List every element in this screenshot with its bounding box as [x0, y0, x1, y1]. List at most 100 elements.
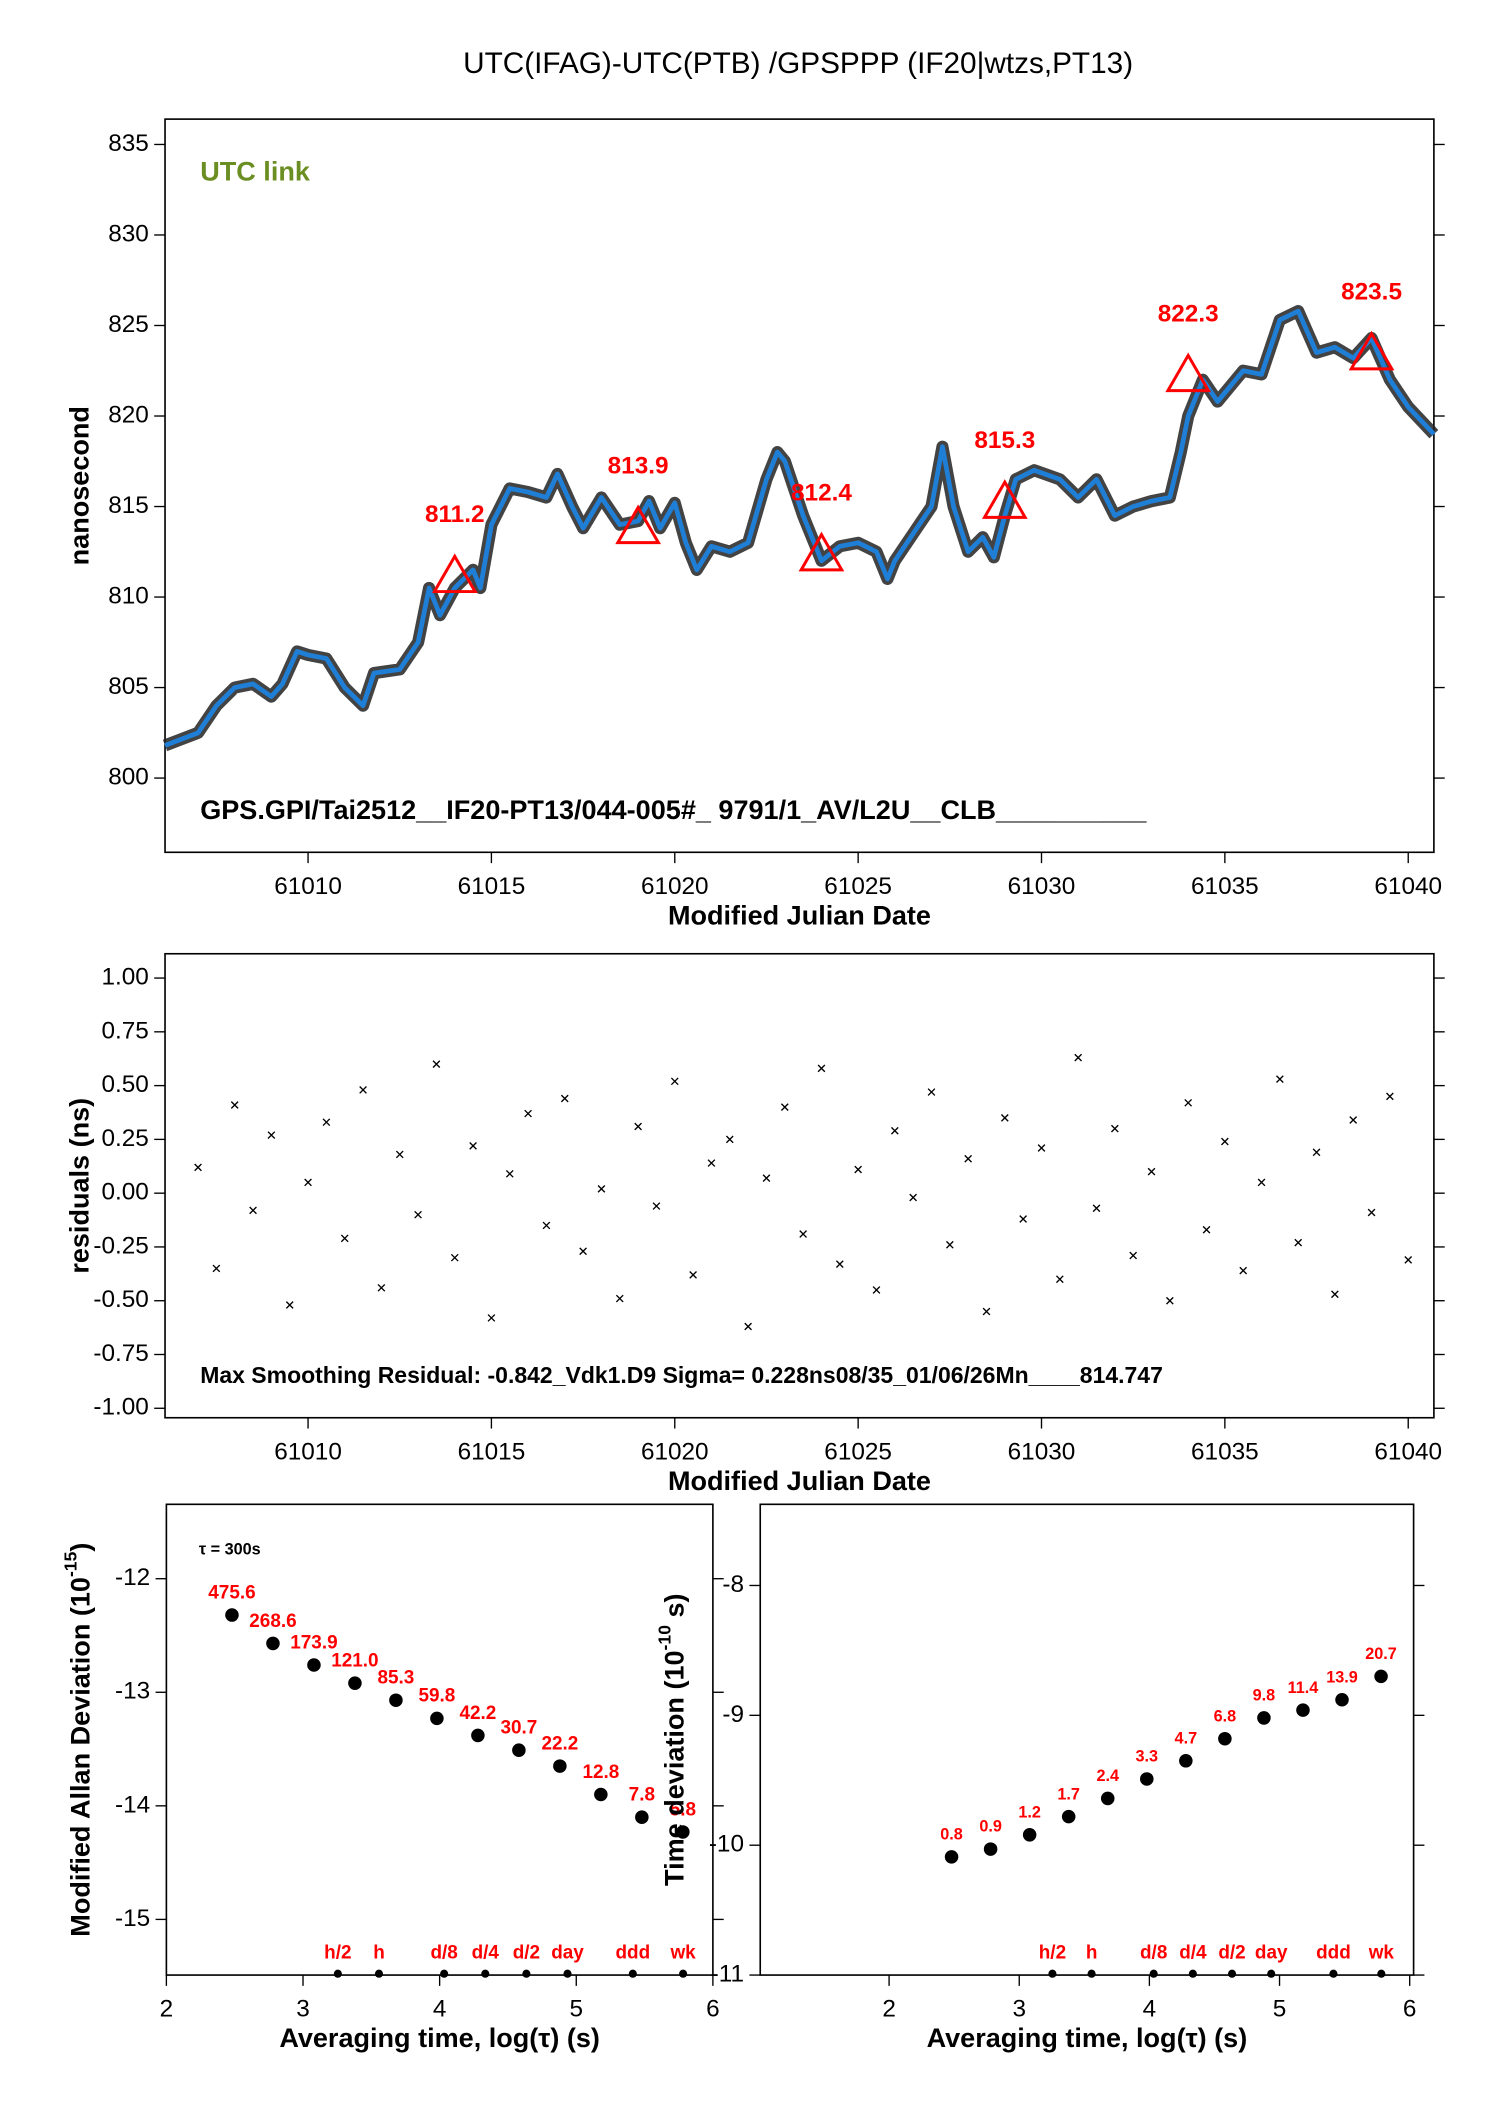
y-tick-label: -11 [711, 1960, 744, 1987]
point [1367, 1208, 1376, 1217]
interval-marker [1377, 1969, 1386, 1978]
point-label: 268.6 [249, 1611, 296, 1632]
point [744, 1322, 752, 1331]
interval-label: d/8 [1140, 1942, 1167, 1963]
point [560, 1094, 569, 1103]
x-tick-label: 5 [569, 1996, 583, 2023]
marker-triangle [1165, 352, 1212, 393]
interval-marker [1329, 1969, 1338, 1978]
interval-marker [522, 1969, 531, 1978]
point [194, 1163, 202, 1172]
point [635, 1810, 649, 1824]
point [340, 1234, 349, 1243]
y-tick-label: 0.75 [101, 1017, 148, 1044]
point-label: 1.7 [1057, 1785, 1080, 1803]
point [1147, 1167, 1156, 1176]
point [471, 1728, 485, 1743]
note: τ = 300s [199, 1541, 261, 1559]
y-axis-label-exponent: -10 [654, 1625, 674, 1651]
x-tick-label: 61030 [1008, 873, 1076, 900]
point-label: 12.8 [582, 1762, 619, 1783]
point-label: 30.7 [500, 1718, 537, 1739]
point [1092, 1204, 1101, 1213]
point [266, 1636, 280, 1651]
x-tick-label: 61020 [641, 1438, 709, 1465]
interval-marker [1227, 1969, 1237, 1978]
point [634, 1122, 642, 1131]
point [652, 1202, 661, 1210]
chart-title: UTC(IFAG)-UTC(PTB) /GPSPPP (IF20|wtzs,PT… [463, 47, 1133, 80]
point [377, 1283, 386, 1292]
y-axis-label-exponent: -15 [60, 1551, 80, 1577]
interval-marker [1149, 1969, 1158, 1978]
point [1184, 1098, 1193, 1107]
point [594, 1787, 608, 1802]
point [1239, 1266, 1248, 1275]
point [1296, 1703, 1310, 1717]
y-tick-label: 820 [108, 401, 149, 428]
y-tick-label: 1.00 [101, 963, 148, 990]
y-tick-label: 825 [108, 311, 149, 338]
x-tick-label: 61025 [824, 1438, 892, 1465]
point [780, 1103, 789, 1111]
point [1110, 1124, 1119, 1133]
x-tick-label: 5 [1273, 1996, 1287, 2023]
point [1100, 1791, 1115, 1806]
interval-label: h [373, 1942, 385, 1963]
y-axis-label: Time deviation (10-10 s) [654, 1593, 689, 1885]
point [267, 1131, 276, 1139]
point [1294, 1238, 1303, 1247]
interval-label: wk [669, 1942, 696, 1963]
point [389, 1693, 403, 1707]
point [212, 1264, 221, 1273]
point-label: 22.2 [541, 1733, 578, 1754]
point [945, 1240, 954, 1249]
point-label: 3.3 [1136, 1748, 1159, 1766]
footnote: GPS.GPI/Tai2512__IF20-PT13/044-005#_ 979… [200, 795, 1147, 825]
x-tick-label: 61030 [1008, 1438, 1076, 1465]
point-label: 20.7 [1365, 1645, 1397, 1663]
point [542, 1221, 551, 1230]
x-tick-label: 3 [296, 1996, 310, 2023]
y-tick-label: -9 [722, 1701, 744, 1728]
x-tick-label: 61025 [824, 873, 892, 900]
x-tick-label: 6 [1403, 1996, 1417, 2023]
point [676, 1825, 690, 1839]
interval-marker [1267, 1969, 1276, 1978]
x-tick-label: 61040 [1374, 1438, 1442, 1465]
point [983, 1842, 998, 1856]
point [1037, 1144, 1046, 1152]
y-tick-label: 0.50 [101, 1071, 148, 1098]
point [1335, 1692, 1349, 1707]
point [597, 1185, 606, 1193]
point [725, 1135, 734, 1144]
point [707, 1159, 716, 1167]
y-tick-label: 0.25 [101, 1125, 148, 1152]
y-axis-label-text: Modified Allan Deviation (10 [66, 1577, 96, 1937]
y-axis-label: nanosecond [64, 406, 94, 565]
interval-marker [333, 1969, 342, 1978]
y-tick-label: -10 [709, 1831, 744, 1858]
interval-label: day [1255, 1942, 1288, 1963]
point [1179, 1754, 1193, 1768]
interval-label: d/4 [1179, 1942, 1207, 1963]
interval-marker [679, 1969, 688, 1978]
point [1276, 1075, 1284, 1084]
annotation: UTC link [200, 156, 311, 186]
y-tick-label: 810 [108, 582, 149, 609]
y-tick-label: -14 [115, 1791, 150, 1818]
point [1257, 1178, 1266, 1187]
interval-marker [481, 1969, 490, 1978]
footnote: Max Smoothing Residual: -0.842_Vdk1.D9 S… [200, 1362, 1163, 1388]
y-tick-label: -1.00 [93, 1394, 148, 1421]
point [1218, 1731, 1232, 1746]
x-tick-label: 2 [160, 1996, 174, 2023]
point [890, 1126, 899, 1135]
interval-label: wk [1368, 1942, 1395, 1963]
point-label: 13.9 [1326, 1668, 1358, 1686]
interval-marker [1087, 1969, 1096, 1978]
point [944, 1850, 959, 1864]
y-tick-label: -15 [115, 1905, 150, 1932]
point-label: 9.8 [1253, 1687, 1276, 1705]
